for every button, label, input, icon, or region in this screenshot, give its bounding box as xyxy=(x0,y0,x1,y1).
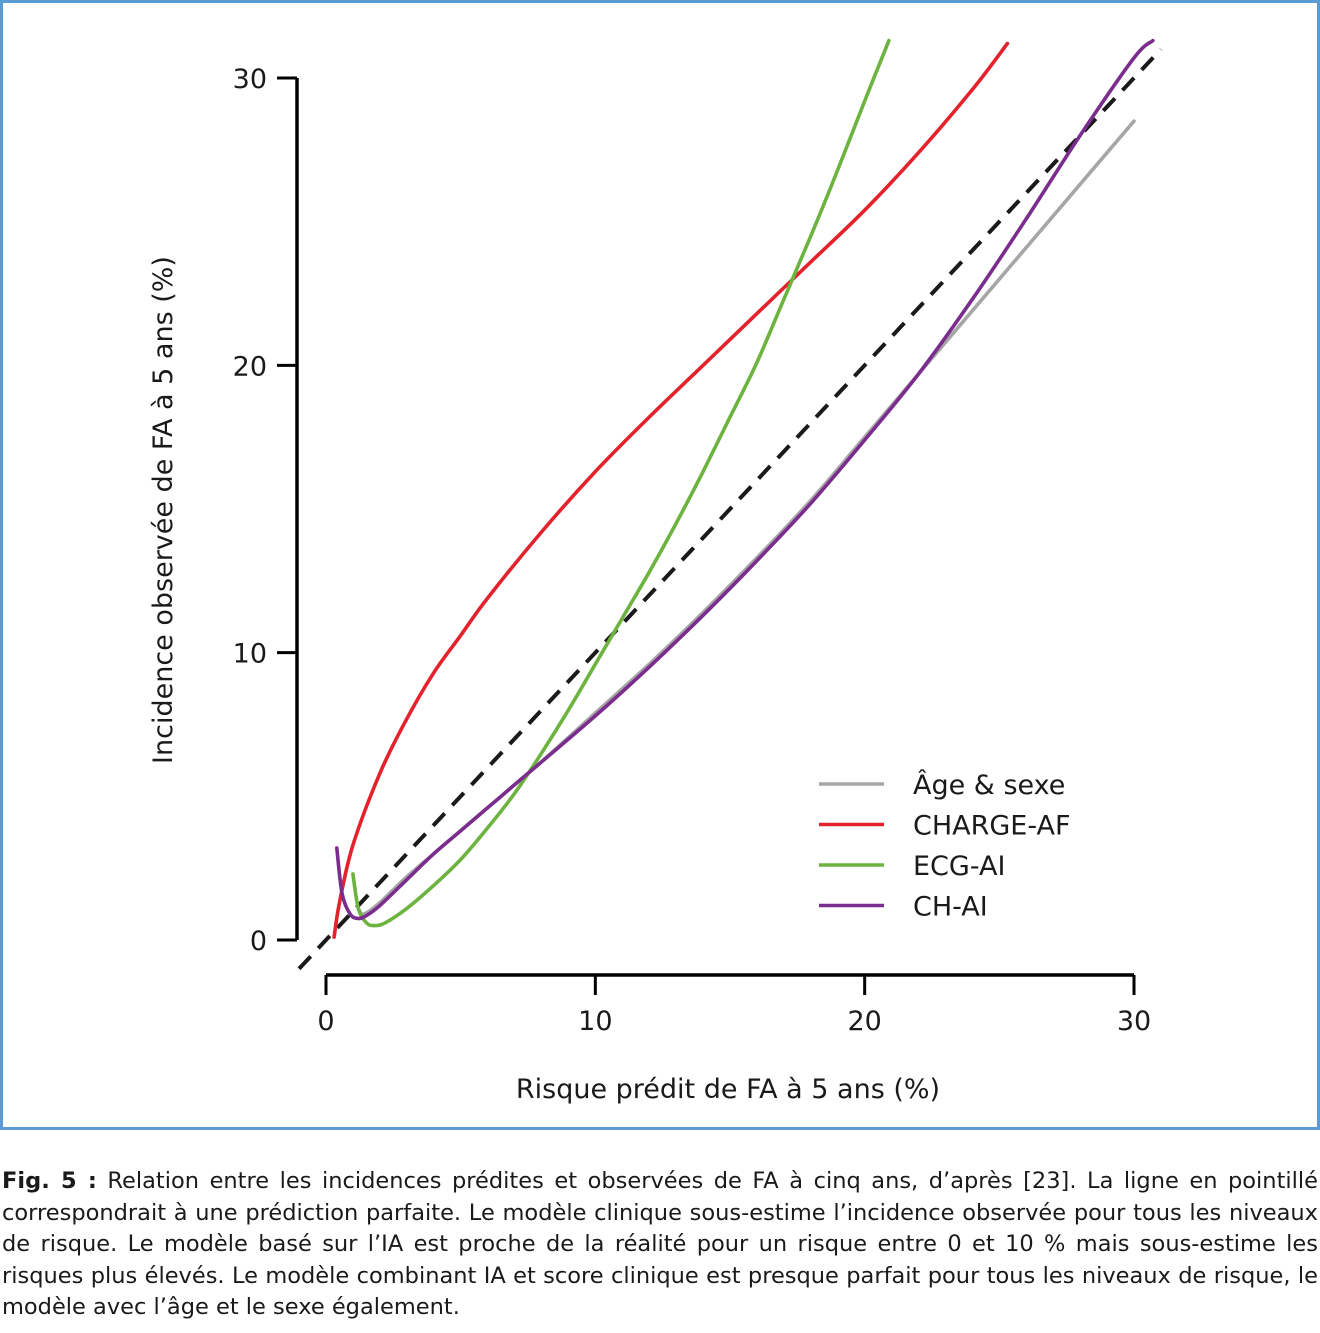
legend-label-charge-af: CHARGE-AF xyxy=(913,811,1071,842)
series-line-ecg-ai xyxy=(351,38,891,928)
y-tick-label-0: 0 xyxy=(250,926,267,957)
x-tick-label-20: 20 xyxy=(847,1006,881,1037)
series-line-charge-af xyxy=(332,41,1010,939)
calibration-chart: 0 10 20 30 0 10 20 30 Âge & sexe CHARGE-AF ECG-AI… xyxy=(148,38,1163,1105)
y-tick-label-30: 30 xyxy=(233,64,267,95)
legend: Âge & sexe CHARGE-AF ECG-AI CH-AI xyxy=(819,769,1071,923)
axes: 0 10 20 30 0 10 20 30 xyxy=(233,64,1152,1037)
x-tick-label-0: 0 xyxy=(317,1006,334,1037)
y-tick-label-10: 10 xyxy=(233,639,267,670)
reference-line xyxy=(297,47,1163,971)
figure-frame xyxy=(0,0,1320,1130)
legend-label-ch-ai: CH-AI xyxy=(913,892,988,923)
legend-label-ecg-ai: ECG-AI xyxy=(913,851,1005,882)
x-tick-label-10: 10 xyxy=(578,1006,612,1037)
figure-label: Fig. 5 : xyxy=(2,1168,97,1194)
y-axis-title: Incidence observée de FA à 5 ans (%) xyxy=(148,256,179,764)
y-tick-label-20: 20 xyxy=(233,351,267,382)
x-axis-title: Risque prédit de FA à 5 ans (%) xyxy=(516,1074,940,1105)
series-line-ch-ai xyxy=(335,38,1155,921)
caption-text: Relation entre les incidences prédites e… xyxy=(2,1168,1318,1320)
figure-caption: Fig. 5 : Relation entre les incidences p… xyxy=(2,1166,1318,1324)
legend-label-age-sexe: Âge & sexe xyxy=(913,769,1065,801)
x-tick-label-30: 30 xyxy=(1117,1006,1151,1037)
series-lines xyxy=(297,38,1163,971)
